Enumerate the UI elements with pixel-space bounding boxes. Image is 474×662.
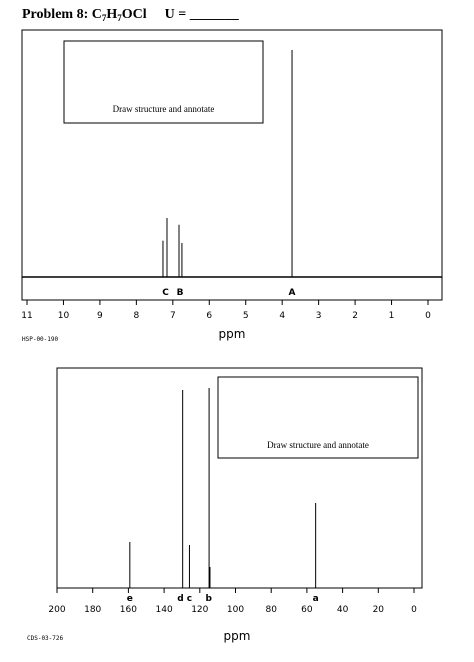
structure-box (63, 40, 264, 124)
structure-box (217, 376, 419, 459)
x-tick-label: 160 (120, 605, 137, 615)
peak-label: B (177, 288, 184, 298)
x-tick-label: 9 (97, 311, 103, 321)
peak-label: a (313, 594, 319, 604)
x-tick-label: 120 (191, 605, 208, 615)
box-text: Draw structure and annotate (267, 440, 369, 450)
x-tick-label: 2 (352, 311, 358, 321)
problem-title: Problem 8: C7H7OCl U = _______ (22, 7, 240, 23)
x-tick-label: 20 (373, 605, 385, 615)
peak-label: A (289, 288, 296, 298)
formula-part: H (106, 7, 117, 22)
x-tick-label: 7 (170, 311, 176, 321)
x-tick-label: 3 (316, 311, 322, 321)
x-tick-label: 1 (389, 311, 395, 321)
plot-frame (21, 29, 443, 301)
x-tick-label: 140 (156, 605, 173, 615)
formula-sub: 7 (117, 13, 122, 23)
peak-label: b (205, 594, 212, 604)
spectrum-code: CDS-03-726 (27, 635, 64, 642)
peak-label: d (177, 594, 183, 604)
peak-label: e (127, 594, 133, 604)
unsaturation: U = _______ (165, 7, 240, 22)
formula-part: C (92, 7, 102, 22)
problem: Problem 8: (22, 7, 88, 22)
x-tick-label: 200 (48, 605, 65, 615)
x-axis-label: ppm (224, 629, 251, 643)
x-tick-label: 100 (227, 605, 244, 615)
x-tick-label: 40 (337, 605, 349, 615)
x-tick-label: 6 (206, 311, 212, 321)
peak-label: C (162, 288, 169, 298)
x-tick-label: 0 (425, 311, 431, 321)
x-tick-label: 10 (58, 311, 70, 321)
x-tick-label: 5 (243, 311, 249, 321)
box-text: Draw structure and annotate (113, 104, 215, 114)
x-axis-label: ppm (219, 327, 246, 341)
x-tick-label: 8 (133, 311, 139, 321)
spectrum-code: HSP-00-190 (22, 336, 59, 343)
x-tick-label: 4 (279, 311, 285, 321)
formula-sub: 7 (102, 13, 107, 23)
x-tick-label: 80 (265, 605, 277, 615)
formula-part: OCl (122, 7, 147, 22)
x-tick-label: 11 (21, 311, 32, 321)
peak-label: c (187, 594, 192, 604)
x-tick-label: 0 (411, 605, 417, 615)
x-tick-label: 60 (301, 605, 313, 615)
x-tick-label: 180 (84, 605, 101, 615)
